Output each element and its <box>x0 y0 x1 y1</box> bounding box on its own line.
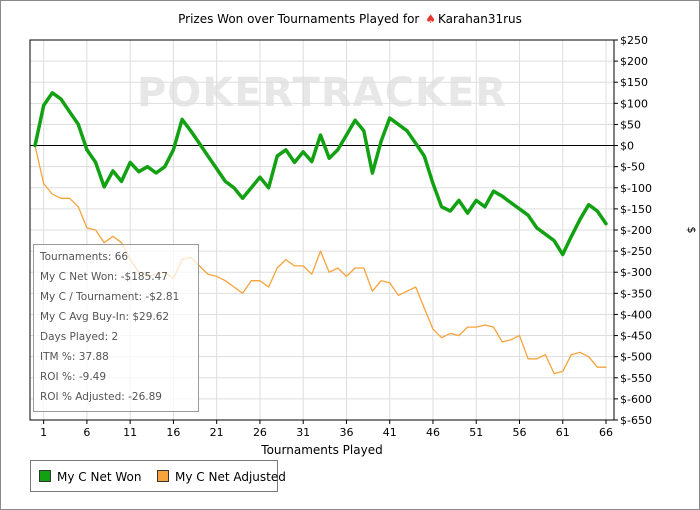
player-name: Karahan31rus <box>437 12 522 26</box>
series-line-net-won <box>33 91 608 257</box>
x-tick-label: 56 <box>512 426 526 439</box>
legend-label-net-adjusted: My C Net Adjusted <box>175 470 286 484</box>
y-tick-label: $250 <box>620 34 648 47</box>
stat-days-played: Days Played: 2 <box>40 331 119 343</box>
y-axis-title: $ <box>685 227 698 234</box>
x-tick-label: 61 <box>556 426 570 439</box>
x-axis-title: Tournaments Played <box>260 443 382 457</box>
stat-itm: ITM %: 37.88 <box>40 351 109 363</box>
y-tick-label: $-450 <box>620 330 652 343</box>
legend-item-net-won[interactable]: My C Net Won <box>39 470 141 484</box>
y-tick-label: $100 <box>620 97 648 110</box>
y-tick-label: $-150 <box>620 203 652 216</box>
y-tick-label: $-500 <box>620 351 652 364</box>
stat-roi: ROI %: -9.49 <box>40 371 107 383</box>
x-tick-label: 66 <box>599 426 613 439</box>
pokerstars-spade-icon: ♠ <box>425 12 436 26</box>
stat-tournaments: Tournaments: 66 <box>40 251 129 263</box>
x-tick-label: 46 <box>426 426 440 439</box>
stats-box: Tournaments: 66 My C Net Won: -$185.47 M… <box>33 244 199 412</box>
x-tick-label: 31 <box>296 426 310 439</box>
x-tick-label: 36 <box>339 426 353 439</box>
y-tick-label: $200 <box>620 55 648 68</box>
y-tick-label: $-650 <box>620 414 652 427</box>
y-tick-label: $-550 <box>620 372 652 385</box>
chart-title: Prizes Won over Tournaments Played for ♠… <box>0 12 700 26</box>
x-tick-label: 21 <box>210 426 224 439</box>
legend-swatch-net-won <box>39 470 51 482</box>
stat-avg-buy-in: My C Avg Buy-In: $29.62 <box>40 311 170 323</box>
chart-legend: My C Net Won My C Net Adjusted <box>30 460 286 492</box>
legend-label-net-won: My C Net Won <box>57 470 142 484</box>
y-tick-label: $-100 <box>620 182 652 195</box>
watermark-logo: POKERTRACKER <box>137 70 507 116</box>
x-tick-label: 26 <box>253 426 267 439</box>
y-tick-label: $0 <box>620 140 634 153</box>
x-tick-label: 51 <box>469 426 483 439</box>
stat-net-won: My C Net Won: -$185.47 <box>40 271 168 283</box>
chart-title-text: Prizes Won over Tournaments Played for <box>178 12 420 26</box>
y-tick-label: $-400 <box>620 308 652 321</box>
x-tick-label: 11 <box>123 426 137 439</box>
y-tick-label: $-50 <box>620 161 645 174</box>
x-tick-label: 6 <box>83 426 90 439</box>
x-tick-label: 16 <box>166 426 180 439</box>
legend-swatch-net-adjusted <box>157 470 169 482</box>
y-tick-label: $-250 <box>620 245 652 258</box>
stat-roi-adjusted: ROI % Adjusted: -26.89 <box>40 391 162 403</box>
y-tick-label: $50 <box>620 118 641 131</box>
y-tick-label: $-200 <box>620 224 652 237</box>
stat-per-tournament: My C / Tournament: -$2.81 <box>40 291 180 303</box>
x-tick-label: 1 <box>40 426 47 439</box>
y-tick-label: $-350 <box>620 287 652 300</box>
y-tick-label: $150 <box>620 76 648 89</box>
legend-item-net-adjusted[interactable]: My C Net Adjusted <box>157 470 286 484</box>
x-tick-label: 41 <box>383 426 397 439</box>
y-tick-label: $-300 <box>620 266 652 279</box>
y-tick-label: $-600 <box>620 393 652 406</box>
